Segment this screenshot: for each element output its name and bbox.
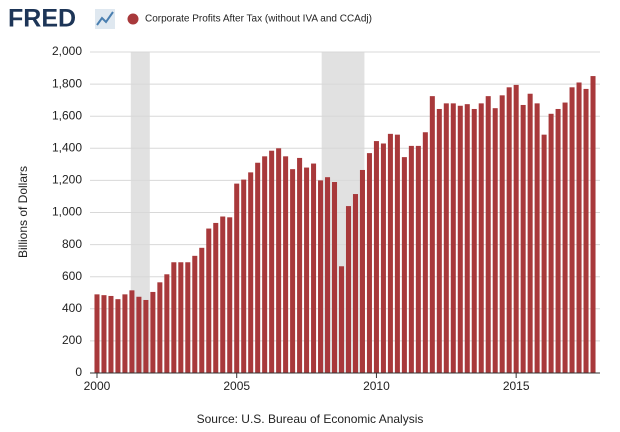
bar	[492, 108, 498, 374]
bar	[520, 104, 526, 373]
bar	[506, 87, 512, 373]
y-tick-label: 600	[62, 269, 82, 283]
bar	[129, 290, 135, 373]
y-tick-label: 1,400	[52, 140, 82, 154]
bar	[373, 141, 379, 373]
bar	[185, 262, 191, 373]
bar	[541, 134, 547, 373]
source: Source: U.S. Bureau of Economic Analysis	[197, 412, 424, 426]
bar	[401, 157, 407, 373]
bar	[311, 163, 317, 373]
bar	[150, 291, 156, 373]
bar	[318, 180, 324, 373]
y-tick-label: 200	[62, 333, 82, 347]
y-tick-label: 1,200	[52, 173, 82, 187]
bar	[499, 95, 505, 374]
x-tick-label: 2015	[503, 379, 530, 393]
bar	[101, 295, 107, 373]
y-tick-label: 400	[62, 301, 82, 315]
y-tick-label: 1,000	[52, 205, 82, 219]
bar	[576, 82, 582, 374]
bar	[255, 162, 261, 373]
bar	[471, 108, 477, 373]
bar	[304, 167, 310, 373]
bar	[569, 87, 575, 373]
bar	[429, 96, 435, 373]
bar	[108, 295, 114, 373]
bar	[122, 294, 128, 373]
bar	[457, 105, 463, 373]
bar	[192, 255, 198, 373]
y-tick-label: 1,600	[52, 108, 82, 122]
bar	[485, 96, 491, 373]
bar	[478, 103, 484, 374]
bar	[213, 222, 219, 373]
bar	[422, 132, 428, 373]
bar	[359, 169, 365, 373]
bar	[562, 102, 568, 374]
bar	[157, 282, 163, 373]
bar	[408, 145, 414, 373]
bar	[534, 103, 540, 374]
y-tick-label: 0	[75, 365, 82, 379]
bar	[283, 156, 289, 373]
bar	[178, 262, 184, 373]
bar	[269, 150, 275, 373]
bar	[387, 133, 393, 373]
bar	[394, 134, 400, 373]
bar	[325, 177, 331, 373]
bar	[450, 103, 456, 374]
y-tick-label: 800	[62, 237, 82, 251]
bar	[262, 156, 268, 373]
y-tick-label: 1,800	[52, 76, 82, 90]
bar	[352, 194, 358, 373]
bar	[590, 76, 596, 373]
logo: FRED	[8, 5, 76, 33]
bar	[548, 113, 554, 373]
logo-icon-line	[96, 11, 114, 26]
bar	[583, 88, 589, 373]
bar	[136, 296, 142, 373]
bar	[248, 172, 254, 373]
bar	[297, 157, 303, 373]
bar	[464, 104, 470, 373]
bar	[94, 294, 100, 373]
legend-marker	[127, 13, 139, 25]
bar	[199, 247, 205, 373]
bar	[436, 108, 442, 373]
bar	[443, 103, 449, 374]
bar	[380, 143, 386, 373]
y-tick-label: 2,000	[52, 44, 82, 58]
bar	[415, 145, 421, 373]
bar	[227, 217, 233, 373]
bar	[345, 206, 352, 373]
bar	[366, 153, 372, 373]
bar	[338, 266, 345, 373]
bar	[555, 108, 561, 373]
bar	[115, 299, 121, 373]
bar	[276, 148, 282, 373]
bar	[220, 216, 226, 373]
bar	[234, 183, 240, 373]
x-tick-label: 2005	[223, 379, 250, 393]
y-axis-label: Billions of Dollars	[16, 166, 30, 258]
bar	[143, 299, 149, 373]
bar	[513, 84, 519, 373]
bar	[332, 182, 338, 373]
bar	[241, 179, 247, 373]
bar	[527, 93, 533, 373]
x-tick-label: 2000	[84, 379, 111, 393]
legend-label: Corporate Profits After Tax (without IVA…	[145, 14, 372, 25]
bar	[290, 169, 296, 373]
bar	[164, 274, 170, 373]
bar	[206, 228, 212, 373]
x-tick-label: 2010	[363, 379, 390, 393]
bar	[171, 262, 177, 373]
logo-icon	[95, 9, 115, 29]
